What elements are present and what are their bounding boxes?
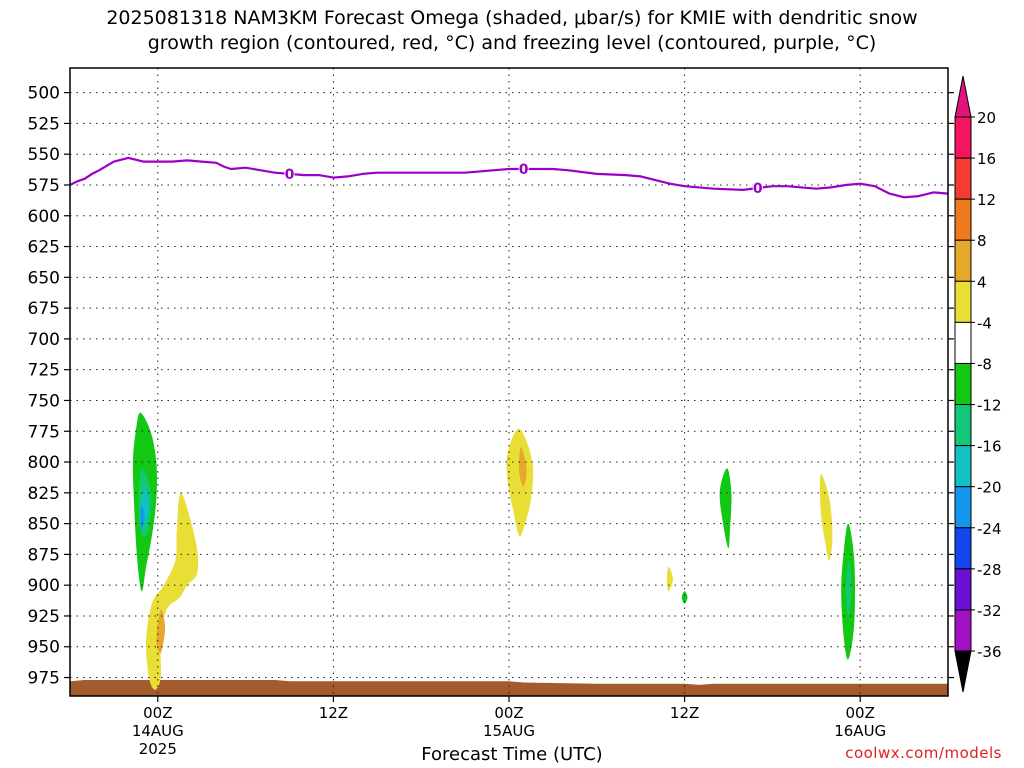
y-tick-label-925: 925 [28,607,60,627]
y-tick-label-825: 825 [28,484,60,504]
x-tick-label-0: 00Z [143,704,172,722]
colorbar-box-9 [954,486,972,529]
colorbar-label-5: -4 [977,314,992,332]
freezing-level-label-2: 0 [753,181,763,197]
y-tick-label-775: 775 [28,422,60,442]
y-tick-label-525: 525 [28,114,60,134]
omega-region-8 [667,566,673,592]
y-tick-label-625: 625 [28,238,60,258]
freezing-label-bg-0 [284,165,295,180]
x-tick-label-24: 00Z [494,704,523,722]
x-tick-label-48: 00Z [846,704,875,722]
chart-title-line1: 2025081318 NAM3KM Forecast Omega (shaded… [106,7,918,29]
omega-region-6 [506,428,534,537]
x-tick-date-24: 15AUG [483,722,535,740]
colorbar-label-8: -16 [977,438,1002,456]
colorbar-label-4: 4 [977,273,987,291]
omega-region-5 [156,609,166,654]
y-tick-label-725: 725 [28,361,60,381]
omega-region-3 [140,505,145,530]
colorbar-label-6: -8 [977,355,992,373]
x-tick-year-0: 2025 [139,740,177,758]
x-axis-label: Forecast Time (UTC) [421,744,603,765]
x-tick-label-12: 12Z [319,704,348,722]
colorbar-box-2 [954,198,972,241]
x-tick-date-48: 16AUG [834,722,886,740]
colorbar-label-10: -24 [977,520,1002,538]
colorbar-label-1: 16 [977,150,996,168]
y-tick-label-950: 950 [28,638,60,658]
chart-title-line2: growth region (contoured, red, °C) and f… [147,32,877,54]
omega-region-11 [819,474,833,561]
y-tick-label-850: 850 [28,515,60,535]
credit-text: coolwx.com/models [845,744,1002,762]
surface-layer [70,680,948,696]
colorbar-label-13: -36 [977,643,1002,661]
colorbar-label-11: -28 [977,561,1002,579]
y-tick-label-650: 650 [28,268,60,288]
omega-shading [132,412,856,690]
axes: 500 525 550 575 600 625 650 675 700 725 750 775 800 8… [28,67,954,758]
y-tick-label-600: 600 [28,207,60,227]
colorbar-box-12 [954,609,972,652]
colorbar-box-8 [954,445,972,488]
colorbar-bottom-arrow [954,650,972,693]
omega-region-10 [719,468,732,549]
colorbar-box-10 [954,527,972,570]
y-tick-label-975: 975 [28,669,60,689]
colorbar-box-1 [954,157,972,200]
y-tick-label-800: 800 [28,453,60,473]
colorbar-box-3 [954,239,972,282]
x-tick-date-0: 14AUG [132,722,184,740]
colorbar-label-2: 12 [977,191,996,209]
colorbar-top-arrow [954,75,972,118]
colorbar-label-7: -12 [977,397,1002,415]
colorbar-label-12: -32 [977,602,1002,620]
colorbar-box-7 [954,404,972,447]
y-tick-label-700: 700 [28,330,60,350]
colorbar-box-11 [954,568,972,611]
freezing-label-bg-2 [752,180,763,195]
colorbar-box-5 [954,321,972,364]
omega-region-9 [681,591,688,604]
y-tick-label-875: 875 [28,545,60,565]
x-tick-label-36: 12Z [670,704,699,722]
colorbar-label-3: 8 [977,232,987,250]
y-tick-label-500: 500 [28,84,60,104]
freezing-level-layer: 0 0 0 [69,156,949,199]
y-tick-label-675: 675 [28,299,60,319]
y-tick-label-575: 575 [28,176,60,196]
surface-fill [70,680,948,696]
colorbar-label-9: -20 [977,479,1002,497]
omega-region-7 [519,447,527,487]
colorbar-box-6 [954,362,972,406]
y-tick-label-900: 900 [28,576,60,596]
omega-region-13 [845,560,852,617]
freezing-level-label-0: 0 [285,167,295,183]
y-tick-label-750: 750 [28,391,60,411]
chart-title: 2025081318 NAM3KM Forecast Omega (shaded… [0,6,1024,56]
grid-lines [70,68,948,696]
y-tick-label-550: 550 [28,145,60,165]
colorbar-label-0: 20 [977,109,996,127]
freezing-label-bg-1 [518,160,529,175]
freezing-level-label-1: 0 [519,162,529,178]
colorbar-box-0 [954,116,972,159]
colorbar: 20 16 12 8 4 -4 -8 -12 -16 -20 -24 -28 -32 -36 [954,75,1002,693]
colorbar-box-4 [954,280,972,323]
freezing-level-line [69,156,949,199]
